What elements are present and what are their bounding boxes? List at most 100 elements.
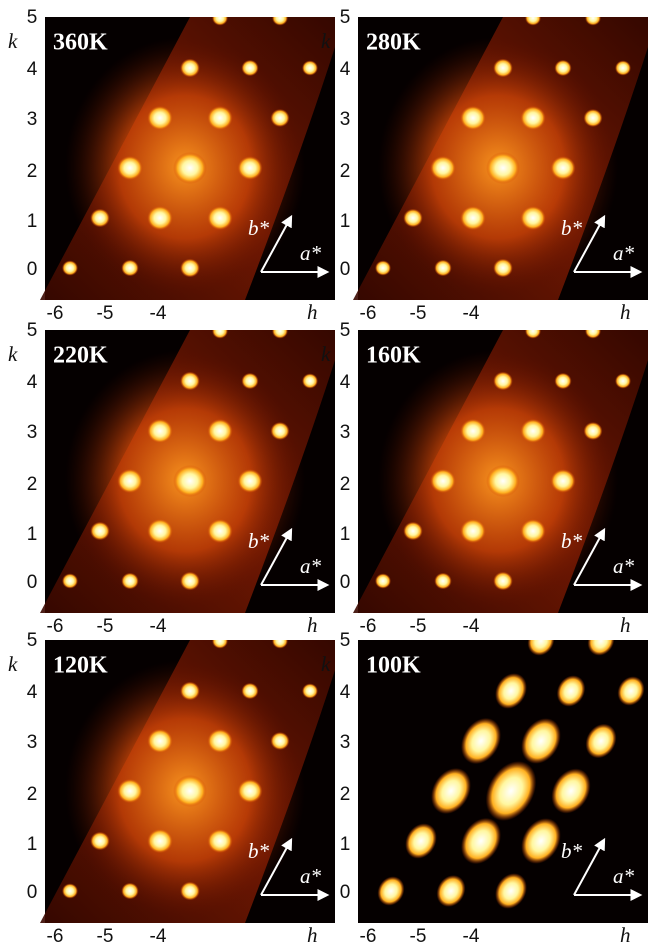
h-tick-label: -6: [360, 303, 377, 324]
bragg-spot: [554, 60, 571, 76]
k-axis-label: k: [8, 652, 18, 676]
h-tick-label: -6: [360, 926, 377, 947]
bragg-spot: [554, 373, 571, 389]
k-tick-label: 2: [27, 474, 38, 495]
k-tick-label: 1: [340, 524, 351, 545]
bragg-spot: [270, 732, 289, 750]
panel: 100Kb*a*: [358, 621, 650, 923]
panel: 360K b* a*: [40, 10, 335, 300]
k-tick-label: 4: [27, 59, 38, 80]
k-tick-label: 5: [27, 630, 38, 651]
k-tick-label: 3: [27, 109, 38, 130]
b-label: b*: [248, 529, 270, 553]
bragg-spot: [207, 206, 233, 230]
bragg-spot: [520, 106, 546, 130]
k-tick-label: 2: [27, 161, 38, 182]
bragg-spot: [207, 419, 233, 443]
bragg-spot: [121, 260, 138, 277]
a-label: a*: [613, 864, 635, 888]
h-tick-label: -5: [410, 616, 427, 637]
bragg-spot: [207, 729, 233, 753]
h-tick-label: -5: [410, 303, 427, 324]
bragg-spot: [430, 156, 456, 180]
a-label: a*: [300, 241, 322, 265]
bragg-spot: [147, 519, 173, 544]
bragg-spot: [62, 260, 78, 275]
k-tick-label: 1: [27, 524, 38, 545]
bragg-spot: [375, 260, 391, 275]
bragg-spot: [241, 60, 258, 76]
h-axis-label: h: [620, 300, 631, 324]
k-axis-label: k: [321, 342, 331, 366]
bragg-spot: [147, 829, 173, 854]
h-tick-label: -6: [47, 926, 64, 947]
a-label: a*: [300, 864, 322, 888]
bragg-spot: [173, 775, 207, 807]
b-label: b*: [248, 839, 270, 863]
k-tick-label: 2: [340, 784, 351, 805]
k-tick-label: 3: [27, 732, 38, 753]
bragg-spot: [147, 206, 173, 231]
bragg-spot: [615, 60, 631, 75]
h-axis-label: h: [620, 613, 631, 637]
bragg-spot: [117, 779, 143, 803]
k-tick-label: 3: [340, 422, 351, 443]
bragg-spot: [460, 419, 486, 444]
bragg-spot: [237, 156, 262, 180]
h-tick-label: -6: [47, 303, 64, 324]
k-tick-label: 4: [340, 59, 351, 80]
bragg-spot: [460, 106, 486, 131]
h-tick-label: -5: [97, 616, 114, 637]
bragg-spot: [241, 683, 258, 699]
h-tick-label: -5: [97, 303, 114, 324]
bragg-spot: [237, 779, 262, 803]
h-tick-label: -5: [97, 926, 114, 947]
bragg-spot: [302, 373, 318, 388]
bragg-spot: [272, 10, 288, 25]
k-tick-label: 3: [340, 109, 351, 130]
bragg-spot: [525, 10, 541, 25]
bragg-spot: [207, 519, 233, 543]
temperature-label: 160K: [366, 343, 421, 369]
k-tick-label: 4: [27, 372, 38, 393]
h-tick-label: -5: [410, 926, 427, 947]
k-axis-label: k: [321, 29, 331, 53]
bragg-spot: [180, 682, 200, 701]
bragg-spot: [121, 883, 138, 900]
bragg-spot: [270, 422, 289, 440]
panel: 280Kb*a*: [353, 10, 648, 300]
bragg-spot: [585, 323, 601, 338]
k-tick-label: 4: [27, 682, 38, 703]
bragg-spot: [90, 832, 110, 851]
panel: 160Kb*a*: [353, 323, 648, 613]
k-tick-label: 2: [340, 474, 351, 495]
bragg-spot: [147, 419, 173, 444]
bragg-spot: [180, 572, 200, 591]
h-tick-label: -4: [150, 616, 167, 637]
bragg-spot: [434, 573, 451, 590]
page: 360Kb*a*543210k-6-5-4h280Kb*a*543210k-6-…: [0, 0, 653, 952]
bragg-spot: [302, 60, 318, 75]
bragg-spot: [62, 573, 78, 588]
bragg-spot: [403, 522, 423, 541]
bragg-spot: [493, 372, 513, 391]
h-axis-label: h: [307, 923, 318, 947]
bragg-spot: [583, 109, 602, 127]
bragg-spot: [180, 882, 200, 901]
figure: 360Kb*a*543210k-6-5-4h280Kb*a*543210k-6-…: [0, 0, 653, 952]
h-tick-label: -6: [47, 616, 64, 637]
h-axis-label: h: [307, 300, 318, 324]
bragg-spot: [520, 206, 546, 230]
k-tick-label: 5: [340, 7, 351, 28]
b-label: b*: [248, 216, 270, 240]
bragg-spot: [180, 59, 200, 78]
temperature-label: 360K: [53, 30, 108, 56]
bragg-spot: [403, 209, 423, 228]
k-axis-label: k: [8, 342, 18, 366]
k-tick-label: 5: [340, 630, 351, 651]
k-tick-label: 0: [340, 259, 351, 280]
bragg-spot: [525, 323, 541, 338]
temperature-label: 280K: [366, 30, 421, 56]
bragg-spot: [180, 259, 200, 278]
